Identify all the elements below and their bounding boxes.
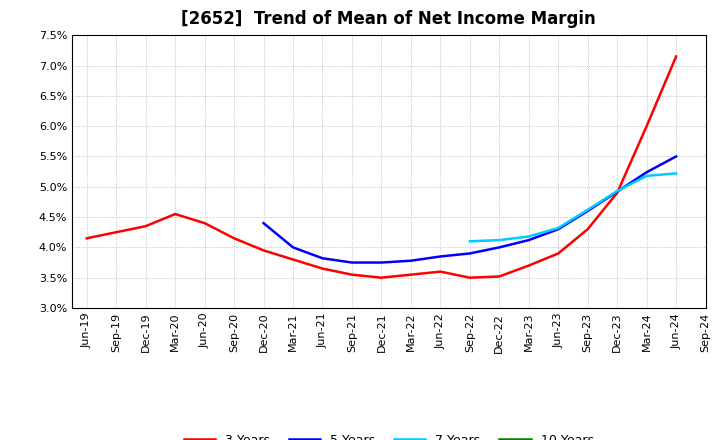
7 Years (672, 171, 680, 176)
7 Years (583, 207, 592, 213)
5 Years (642, 169, 651, 175)
Line: 5 Years: 5 Years (264, 157, 676, 263)
3 Years (259, 248, 268, 253)
5 Years (554, 227, 562, 232)
5 Years (672, 154, 680, 159)
Legend: 3 Years, 5 Years, 7 Years, 10 Years: 3 Years, 5 Years, 7 Years, 10 Years (179, 429, 598, 440)
5 Years (407, 258, 415, 264)
3 Years (672, 54, 680, 59)
3 Years (348, 272, 356, 277)
3 Years (318, 266, 327, 271)
5 Years (583, 209, 592, 214)
Line: 3 Years: 3 Years (86, 56, 676, 278)
3 Years (613, 190, 621, 195)
5 Years (377, 260, 386, 265)
3 Years (230, 236, 238, 241)
Title: [2652]  Trend of Mean of Net Income Margin: [2652] Trend of Mean of Net Income Margi… (181, 10, 596, 28)
5 Years (613, 189, 621, 194)
7 Years (524, 234, 533, 239)
5 Years (348, 260, 356, 265)
7 Years (642, 173, 651, 179)
3 Years (141, 224, 150, 229)
3 Years (289, 257, 297, 262)
3 Years (377, 275, 386, 280)
5 Years (524, 238, 533, 243)
3 Years (112, 230, 120, 235)
3 Years (82, 236, 91, 241)
5 Years (495, 245, 503, 250)
5 Years (289, 245, 297, 250)
Line: 7 Years: 7 Years (470, 173, 676, 241)
7 Years (554, 225, 562, 231)
3 Years (200, 220, 209, 226)
3 Years (407, 272, 415, 277)
7 Years (613, 188, 621, 194)
5 Years (318, 256, 327, 261)
3 Years (524, 263, 533, 268)
7 Years (495, 238, 503, 243)
5 Years (259, 220, 268, 226)
3 Years (642, 124, 651, 129)
3 Years (436, 269, 445, 274)
3 Years (583, 227, 592, 232)
5 Years (466, 251, 474, 256)
3 Years (554, 251, 562, 256)
3 Years (495, 274, 503, 279)
3 Years (466, 275, 474, 280)
5 Years (436, 254, 445, 259)
3 Years (171, 211, 179, 216)
7 Years (466, 238, 474, 244)
